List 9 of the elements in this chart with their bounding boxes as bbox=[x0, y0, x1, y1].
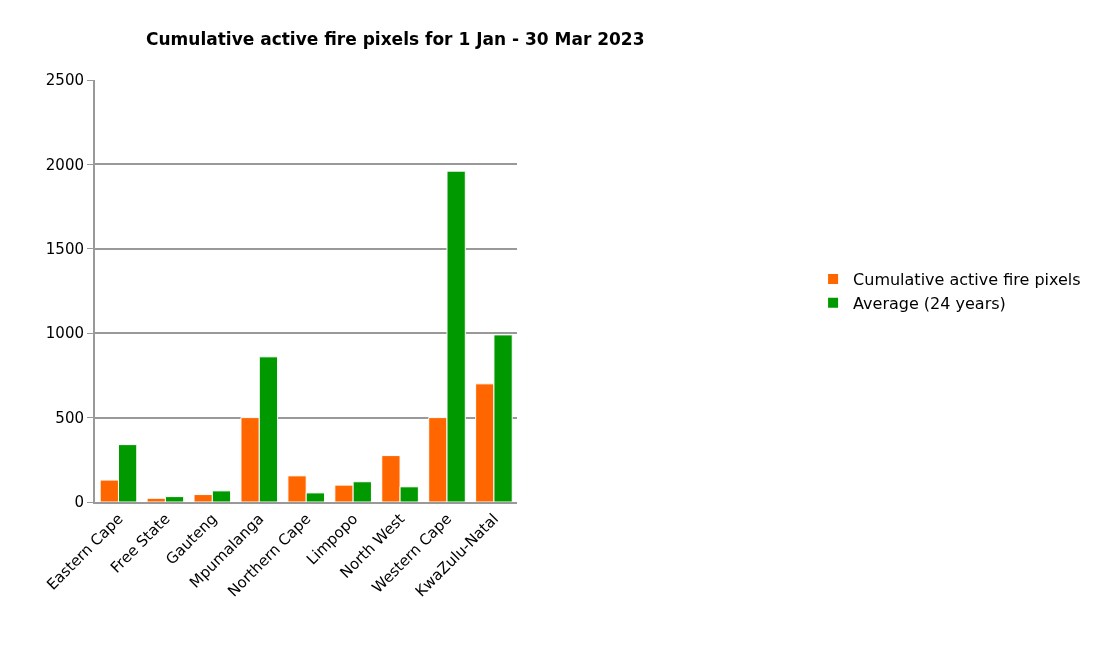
legend-label: Cumulative active fire pixels bbox=[853, 270, 1081, 290]
legend-label: Average (24 years) bbox=[853, 293, 1006, 313]
y-tick-label: 0 bbox=[74, 493, 84, 512]
chart-title: Cumulative active fire pixels for 1 Jan - 30 Mar 2023 bbox=[146, 28, 645, 49]
y-tick-label: 1500 bbox=[45, 240, 84, 259]
y-tick-label: 2000 bbox=[45, 155, 84, 174]
y-tick-label: 2500 bbox=[45, 71, 84, 90]
y-tick-label: 1000 bbox=[45, 324, 84, 343]
y-tick-label: 500 bbox=[55, 408, 84, 427]
